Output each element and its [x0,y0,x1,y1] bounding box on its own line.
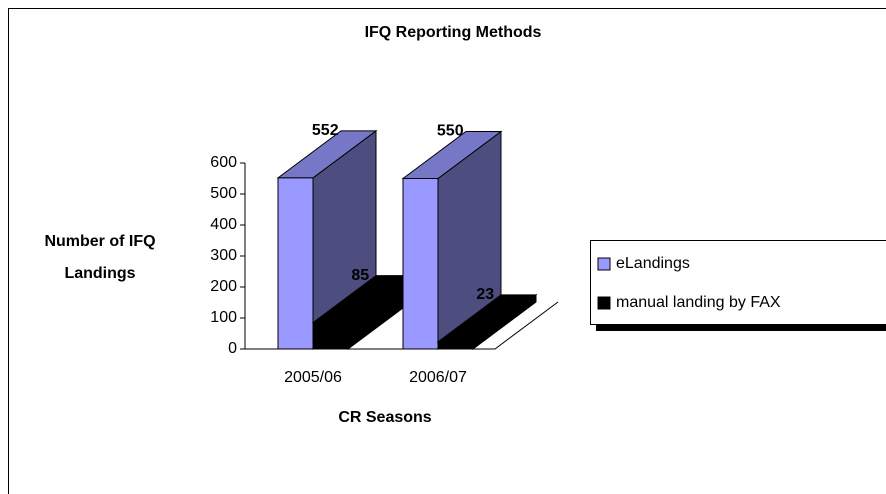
x-tick-label: 2005/06 [284,369,342,386]
legend-swatch [597,257,611,271]
data-label: 23 [476,286,494,303]
legend-swatch [597,296,611,310]
y-tick-label: 300 [210,247,237,264]
y-tick-label: 100 [210,309,237,326]
x-axis-label: CR Seasons [338,409,431,426]
legend-box [590,240,886,325]
bar-front [402,178,439,350]
chart-border [8,8,886,494]
bar-front [312,322,349,350]
y-tick-label: 400 [210,216,237,233]
data-label: 552 [312,122,339,139]
x-tick-label: 2006/07 [409,369,467,386]
y-tick-label: 500 [210,185,237,202]
y-axis-label: Number of IFQ Landings [44,233,156,282]
y-tick-label: 600 [210,154,237,171]
y-tick-label: 0 [228,340,237,357]
y-tick-label: 200 [210,278,237,295]
data-label: 85 [351,267,369,284]
bar-front [437,341,474,350]
data-label: 550 [437,123,464,140]
bar-front [277,177,314,350]
legend-label: manual landing by FAX [616,294,781,311]
chart-title: IFQ Reporting Methods [365,24,542,41]
legend-label: eLandings [616,255,690,272]
